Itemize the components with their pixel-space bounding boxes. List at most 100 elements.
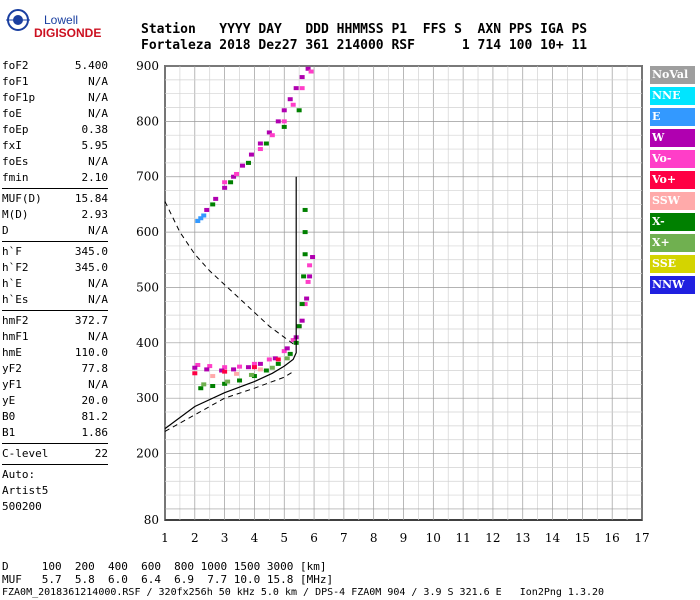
- echo-point: [257, 141, 263, 146]
- echo-point: [269, 365, 275, 370]
- x-tick-label: 13: [515, 531, 530, 545]
- echo-point: [287, 351, 293, 356]
- x-tick-label: 14: [545, 531, 561, 545]
- echo-point: [251, 365, 257, 370]
- param-label: foEs: [2, 155, 29, 168]
- param-label: hmF2: [2, 314, 29, 327]
- echo-point: [237, 364, 243, 369]
- x-tick-label: 15: [575, 531, 590, 545]
- y-tick-label: 300: [136, 391, 159, 405]
- param-row: fmin 2.10: [0, 170, 112, 186]
- echo-point: [272, 356, 278, 361]
- echo-point: [307, 274, 313, 279]
- mode-legend: NoVal NNE E W Vo- Vo+ SSW X- X+ SSE NNW: [650, 66, 695, 297]
- echo-point: [248, 372, 254, 377]
- echo-point: [305, 279, 311, 284]
- param-row: foF1 N/A: [0, 74, 112, 90]
- legend-item: X-: [650, 213, 695, 231]
- echo-point: [222, 180, 228, 185]
- file-info: FZA0M_2018361214000.RSF / 320fx256h 50 k…: [2, 587, 605, 598]
- param-value: N/A: [88, 293, 108, 306]
- x-tick-label: 9: [400, 531, 408, 545]
- echo-point: [284, 356, 290, 361]
- param-value: 81.2: [81, 410, 109, 423]
- param-row: M(D) 2.93: [0, 207, 112, 223]
- echo-point: [222, 369, 228, 374]
- header-line-2: Fortaleza 2018 Dez27 361 214000 RSF 1 71…: [141, 38, 588, 53]
- param-row: hmE 110.0: [0, 345, 112, 361]
- digisonde-logo: Lowell DIGISONDE: [6, 9, 101, 40]
- param-label: yF2: [2, 362, 22, 375]
- x-tick-label: 3: [221, 531, 229, 545]
- param-value: 20.0: [81, 394, 109, 407]
- echo-point: [210, 202, 216, 207]
- echo-point: [228, 180, 234, 185]
- echo-point: [251, 361, 257, 366]
- echo-point: [234, 171, 240, 176]
- param-label: h`F: [2, 245, 22, 258]
- echo-point: [231, 174, 237, 179]
- echo-point: [296, 324, 302, 329]
- y-tick-label: 600: [136, 225, 159, 239]
- lower-dashed-curve: [164, 371, 294, 432]
- param-row: foEs N/A: [0, 154, 112, 170]
- echo-point: [281, 119, 287, 124]
- param-row: fxI 5.95: [0, 138, 112, 154]
- echo-point: [195, 219, 201, 224]
- param-value: 110.0: [74, 346, 108, 359]
- echo-point: [281, 349, 287, 354]
- param-divider: [2, 241, 108, 242]
- param-divider: [2, 464, 108, 465]
- param-row: hmF1 N/A: [0, 329, 112, 345]
- legend-item: W: [650, 129, 695, 147]
- echo-point: [293, 86, 299, 91]
- echo-point: [263, 141, 269, 146]
- y-tick-label: 700: [136, 170, 159, 184]
- echo-point: [299, 86, 305, 91]
- param-row: B0 81.2: [0, 409, 112, 425]
- param-label: C-level: [2, 447, 49, 460]
- x-tick-label: 17: [634, 531, 649, 545]
- param-value: N/A: [88, 91, 108, 104]
- echo-point: [222, 185, 228, 190]
- x-tick-label: 12: [485, 531, 500, 545]
- echo-point: [245, 365, 251, 370]
- echo-point: [266, 357, 272, 362]
- echo-point: [198, 216, 204, 221]
- echo-point: [299, 318, 305, 323]
- param-value: N/A: [88, 75, 108, 88]
- param-value: 1.86: [81, 426, 109, 439]
- echo-point: [198, 386, 204, 391]
- echo-point: [192, 365, 198, 370]
- param-value: 77.8: [81, 362, 109, 375]
- x-tick-label: 11: [455, 531, 470, 545]
- legend-item: Vo-: [650, 150, 695, 168]
- param-divider: [2, 443, 108, 444]
- param-label: M(D): [2, 208, 29, 221]
- param-value: N/A: [88, 378, 108, 391]
- param-row: hmF2 372.7: [0, 313, 112, 329]
- echo-point: [245, 160, 251, 165]
- autoscale-line1: Auto:: [2, 468, 36, 481]
- param-row: h`E N/A: [0, 276, 112, 292]
- parameter-panel: foF2 5.400 foF1 N/A foF1p N/A foE N/A foEp 0.38 fx…: [0, 58, 112, 515]
- echo-point: [204, 207, 210, 212]
- echo-point: [301, 274, 307, 279]
- legend-item: NNW: [650, 276, 695, 294]
- param-label: h`F2: [2, 261, 29, 274]
- echo-point: [240, 163, 246, 168]
- param-value: 372.7: [74, 314, 108, 327]
- x-tick-label: 10: [426, 531, 441, 545]
- y-tick-label: 200: [136, 447, 159, 461]
- param-label: D: [2, 224, 9, 237]
- echo-point: [308, 69, 314, 74]
- legend-item: NoVal: [650, 66, 695, 84]
- autoscale-line2: Artist5: [2, 484, 49, 497]
- param-row: B1 1.86: [0, 425, 112, 441]
- y-tick-label: 80: [144, 513, 159, 527]
- echo-point: [275, 119, 281, 124]
- param-row: yF2 77.8: [0, 361, 112, 377]
- param-label: hmE: [2, 346, 22, 359]
- echo-point: [201, 213, 207, 218]
